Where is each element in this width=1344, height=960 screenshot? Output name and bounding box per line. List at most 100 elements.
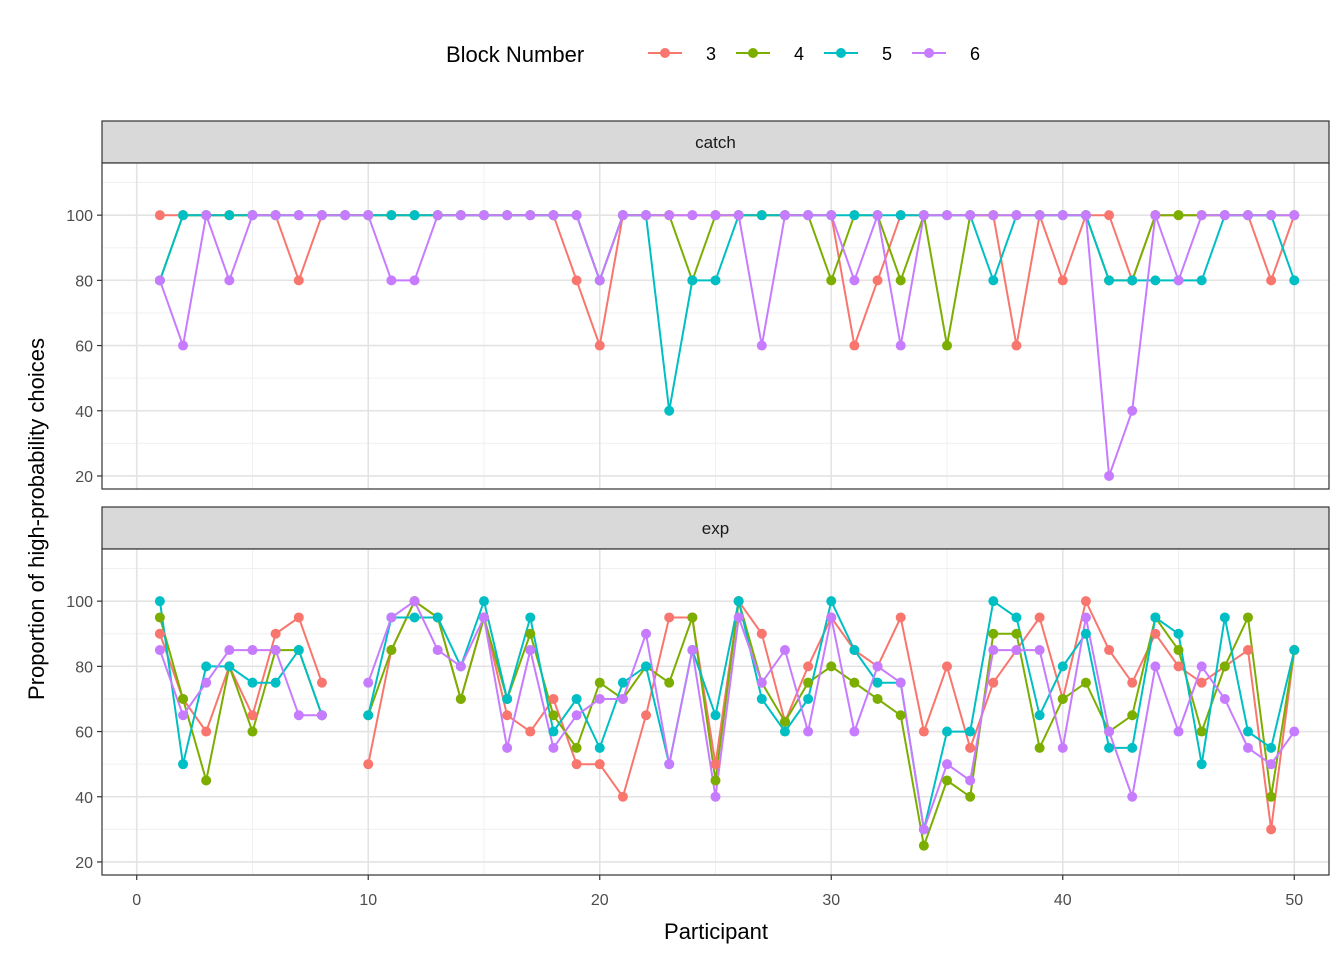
y-tick-label: 60 — [75, 725, 93, 742]
panel-catch: catch 20 40 60 80 100 — [66, 120, 1330, 490]
data-point — [548, 210, 559, 221]
data-point — [1150, 628, 1161, 639]
legend-label: 4 — [794, 44, 804, 64]
data-point — [386, 612, 397, 623]
x-tick-label: 40 — [1054, 892, 1072, 909]
data-point — [316, 677, 327, 688]
data-point — [1104, 645, 1115, 656]
data-point — [1104, 275, 1115, 286]
data-point — [988, 275, 999, 286]
data-point — [687, 645, 698, 656]
data-point — [942, 775, 953, 786]
data-point — [918, 726, 929, 737]
data-point — [1057, 275, 1068, 286]
data-point — [386, 210, 397, 221]
data-point — [1173, 628, 1184, 639]
data-point — [895, 677, 906, 688]
data-point — [664, 677, 675, 688]
x-tick-label: 50 — [1285, 892, 1303, 909]
data-point — [201, 775, 212, 786]
legend-label: 6 — [970, 44, 980, 64]
data-point — [1127, 677, 1138, 688]
data-point — [942, 759, 953, 770]
data-point — [1057, 661, 1068, 672]
data-point — [1011, 645, 1022, 656]
data-point — [154, 628, 165, 639]
data-point — [409, 210, 420, 221]
data-point — [988, 677, 999, 688]
data-point — [1080, 628, 1091, 639]
data-point — [803, 693, 814, 704]
data-point — [247, 726, 258, 737]
data-point — [756, 210, 767, 221]
data-point — [803, 726, 814, 737]
y-tick-label: 40 — [75, 404, 93, 421]
data-point — [293, 612, 304, 623]
data-point — [1242, 742, 1253, 753]
data-point — [617, 693, 628, 704]
data-point — [502, 210, 513, 221]
data-point — [502, 710, 513, 721]
data-point — [316, 210, 327, 221]
x-tick-label: 20 — [591, 892, 609, 909]
data-point — [571, 710, 582, 721]
data-point — [548, 710, 559, 721]
data-point — [1150, 661, 1161, 672]
data-point — [872, 661, 883, 672]
data-point — [849, 210, 860, 221]
data-point — [1127, 275, 1138, 286]
data-point — [594, 275, 605, 286]
data-point — [1173, 275, 1184, 286]
data-point — [779, 726, 790, 737]
data-point — [201, 210, 212, 221]
legend-item-block-3: 3 — [648, 44, 716, 64]
data-point — [1266, 824, 1277, 835]
data-point — [1150, 612, 1161, 623]
panel-border — [101, 548, 1330, 876]
data-point — [340, 210, 351, 221]
data-point — [918, 824, 929, 835]
data-point — [664, 210, 675, 221]
legend-item-block-4: 4 — [736, 44, 804, 64]
data-point — [733, 210, 744, 221]
data-point — [1127, 405, 1138, 416]
data-point — [224, 661, 235, 672]
data-point — [1127, 791, 1138, 802]
data-point — [178, 710, 189, 721]
data-point — [965, 210, 976, 221]
data-point — [154, 275, 165, 286]
legend-key-point — [748, 48, 758, 58]
legend-label: 5 — [882, 44, 892, 64]
data-point — [849, 340, 860, 351]
data-point — [849, 677, 860, 688]
data-point — [571, 759, 582, 770]
data-point — [1104, 210, 1115, 221]
data-point — [710, 210, 721, 221]
data-point — [1289, 275, 1300, 286]
data-point — [710, 710, 721, 721]
series-line — [158, 649, 322, 718]
data-point — [942, 661, 953, 672]
data-point — [1242, 645, 1253, 656]
data-point — [1011, 612, 1022, 623]
x-axis: 0 10 20 30 40 50 — [132, 875, 1303, 909]
data-point — [965, 775, 976, 786]
data-point — [478, 596, 489, 607]
data-point — [1266, 759, 1277, 770]
data-point — [849, 726, 860, 737]
data-point — [178, 210, 189, 221]
data-point — [293, 210, 304, 221]
data-point — [1057, 742, 1068, 753]
data-point — [409, 275, 420, 286]
data-point — [617, 210, 628, 221]
data-point — [594, 340, 605, 351]
data-point — [1080, 596, 1091, 607]
data-point — [594, 693, 605, 704]
y-tick-label: 20 — [75, 469, 93, 486]
data-point — [1219, 693, 1230, 704]
data-point — [710, 775, 721, 786]
data-point — [1266, 791, 1277, 802]
data-point — [1011, 210, 1022, 221]
y-tick-label: 60 — [75, 339, 93, 356]
data-point — [895, 340, 906, 351]
